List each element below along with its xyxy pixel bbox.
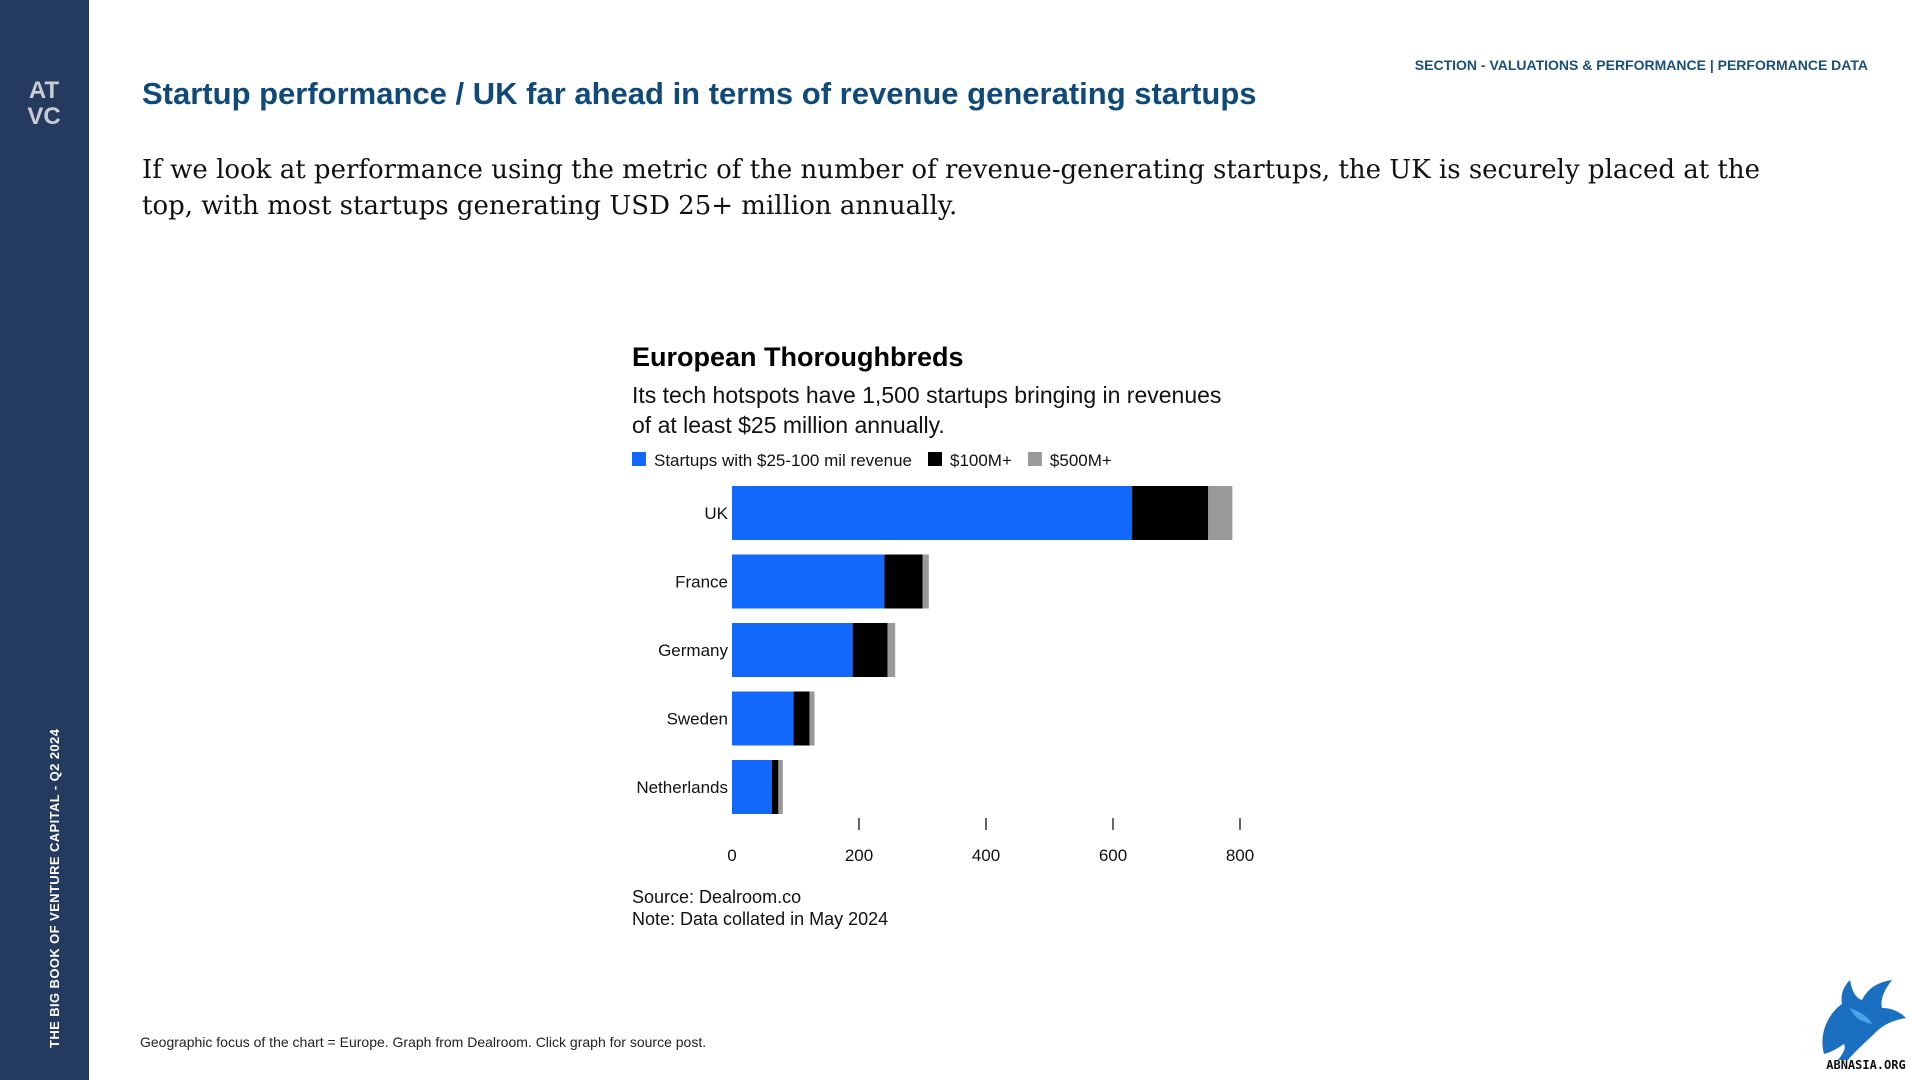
- legend-swatch-0: [632, 452, 646, 466]
- bar-sweden-series-2: [809, 691, 815, 746]
- chart-title: European Thoroughbreds: [632, 342, 964, 372]
- section-label: SECTION - VALUATIONS & PERFORMANCE | PER…: [1414, 57, 1868, 73]
- chart-subtitle-line-1: Its tech hotspots have 1,500 startups br…: [632, 382, 1221, 408]
- page-title: Startup performance / UK far ahead in te…: [142, 76, 1257, 111]
- bar-france-series-0: [732, 554, 885, 609]
- logo-text-top: AT: [29, 77, 60, 104]
- y-axis-labels: UK France Germany Sweden Netherlands: [636, 504, 728, 797]
- legend-swatch-2: [1027, 452, 1042, 466]
- intro-paragraph: If we look at performance using the metr…: [142, 155, 1761, 221]
- bar-netherlands-series-2: [778, 760, 783, 814]
- legend-label-0: Startups with $25-100 mil revenue: [654, 451, 912, 470]
- bar-france-series-1: [884, 554, 923, 609]
- chart-source: Source: Dealroom.co: [632, 887, 801, 907]
- bar-uk-series-0: [732, 486, 1133, 540]
- chart-subtitle-line-2: of at least $25 million annually.: [632, 412, 945, 438]
- bar-uk-series-1: [1132, 486, 1209, 540]
- abnasia-badge[interactable]: ABNASIA.ORG: [1810, 968, 1914, 1072]
- book-title-vertical: THE BIG BOOK OF VENTURE CAPITAL - Q2 202…: [47, 728, 62, 1048]
- bar-netherlands-series-0: [732, 760, 773, 814]
- y-label-sweden: Sweden: [667, 710, 728, 729]
- y-label-netherlands: Netherlands: [636, 778, 728, 797]
- badge-text: ABNASIA.ORG: [1826, 1058, 1905, 1072]
- bar-france-series-2: [922, 554, 929, 609]
- bar-sweden-series-1: [793, 691, 810, 746]
- bird-wing-icon: [1850, 1008, 1872, 1024]
- x-tick-label-200: 200: [845, 846, 873, 865]
- x-tick-label-0: 0: [727, 846, 736, 865]
- bar-sweden-series-0: [732, 691, 794, 746]
- atvc-logo: AT VC: [27, 77, 60, 130]
- logo-text-bottom: VC: [27, 103, 60, 130]
- bar-germany-series-0: [732, 623, 853, 677]
- x-axis: 0 200 400 600 800: [727, 818, 1254, 865]
- y-label-france: France: [675, 573, 728, 592]
- x-tick-label-600: 600: [1099, 846, 1127, 865]
- bar-uk-series-2: [1208, 486, 1233, 540]
- footer-caption: Geographic focus of the chart = Europe. …: [140, 1034, 707, 1050]
- chart-legend: Startups with $25-100 mil revenue $100M+ $…: [632, 451, 1112, 470]
- bar-group: [732, 486, 1233, 814]
- sidebar: AT VC THE BIG BOOK OF VENTURE CAPITAL - …: [0, 0, 89, 1080]
- chart-note: Note: Data collated in May 2024: [632, 909, 888, 929]
- y-label-uk: UK: [704, 504, 728, 523]
- legend-label-1: $100M+: [950, 451, 1012, 470]
- legend-swatch-1: [927, 452, 942, 466]
- y-label-germany: Germany: [658, 641, 728, 660]
- bar-germany-series-1: [852, 623, 888, 677]
- bar-netherlands-series-1: [772, 760, 779, 814]
- bar-germany-series-2: [887, 623, 896, 677]
- x-tick-label-800: 800: [1226, 846, 1254, 865]
- legend-label-2: $500M+: [1050, 451, 1112, 470]
- x-tick-label-400: 400: [972, 846, 1000, 865]
